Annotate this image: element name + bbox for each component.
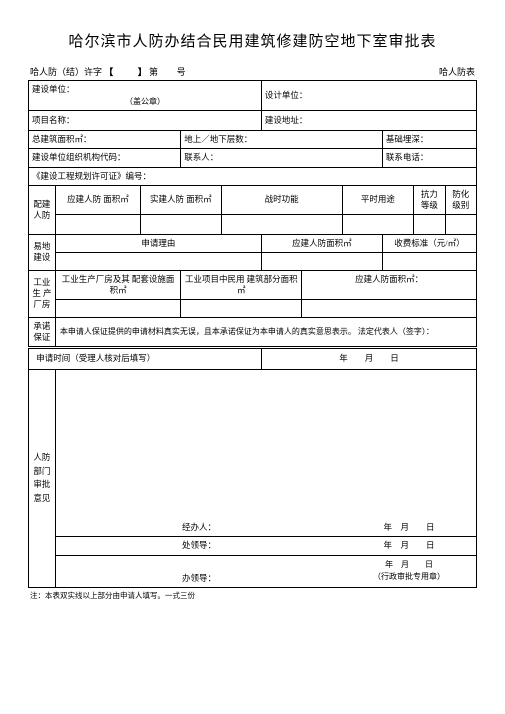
permit-bracket-l: 【 <box>104 67 113 77</box>
permit-mid: 第 <box>149 67 158 77</box>
input-yd-fee-std[interactable] <box>382 252 476 270</box>
cell-apply-time-label: 申请时间（受理人核对后填写） <box>29 347 262 369</box>
form-title: 哈尔滨市人防办结合民用建筑修建防空地下室审批表 <box>28 30 477 51</box>
cell-apply-time-date[interactable]: 年 月 日 <box>261 347 476 369</box>
off-leader-date: 年 月 日 <box>385 560 433 569</box>
cell-dept-opinion-body[interactable] <box>55 369 476 519</box>
apply-time-label: 申请时间（受理人核对后填写） <box>36 353 155 363</box>
row-label-industrial: 工业生 产厂房 <box>29 270 56 317</box>
cell-planning-permit-no[interactable]: 《建设工程规划许可证》编号： <box>29 167 477 185</box>
cell-pf-resist: 抗力 等级 <box>414 185 445 214</box>
cell-handler-date[interactable]: 年 月 日 <box>342 519 476 537</box>
cell-construction-unit[interactable]: 建设单位： （盖公章） <box>29 81 262 111</box>
input-pf-chem[interactable] <box>445 214 476 234</box>
input-yd-should-area[interactable] <box>261 252 382 270</box>
label-contact-person: 联系人： <box>184 152 218 162</box>
cell-off-leader[interactable]: 办领导： <box>55 555 342 587</box>
input-yd-reason[interactable] <box>55 252 261 270</box>
cell-gy-civil-area: 工业项目中民用 建筑部分面积㎡ <box>181 270 302 299</box>
cell-org-code[interactable]: 建设单位组织机构代码： <box>29 149 181 167</box>
label-handler: 经办人： <box>182 522 216 532</box>
cell-div-leader-date[interactable]: 年 月 日 <box>342 537 476 555</box>
row-label-commitment: 承诺保证 <box>29 317 56 347</box>
label-floors: 地上／地下层数： <box>184 134 252 144</box>
cell-pf-peacetime: 平时用途 <box>342 185 414 214</box>
row-label-dept-opinion: 人防部门审批意见 <box>29 369 56 587</box>
input-pf-should-area[interactable] <box>55 214 140 234</box>
cell-foundation-depth[interactable]: 基础埋深： <box>382 131 476 149</box>
cell-yd-should-area: 应建人防面积㎡ <box>261 234 382 252</box>
cell-pf-wartime: 战时功能 <box>221 185 342 214</box>
cell-handler[interactable]: 经办人： <box>55 519 342 537</box>
cell-pf-chem: 防化 级别 <box>445 185 476 214</box>
label-construction-address: 建设地址： <box>265 115 308 125</box>
label-org-code: 建设单位组织机构代码： <box>32 152 126 162</box>
row-label-yidi: 易地 建设 <box>29 234 56 270</box>
label-construction-unit: 建设单位： <box>32 84 75 94</box>
input-gy-civil-area[interactable] <box>181 299 302 317</box>
input-pf-wartime[interactable] <box>221 214 342 234</box>
label-planning-permit-no: 《建设工程规划许可证》编号： <box>32 171 151 181</box>
cell-contact-phone[interactable]: 联系电话： <box>382 149 476 167</box>
admin-stamp-note: （行政审批专用章） <box>373 572 445 581</box>
cell-commitment-text[interactable]: 本申请人保证提供的申请材料真实无误，且本承诺保证为本申请人的真实意思表示。 法定… <box>55 317 476 347</box>
label-foundation-depth: 基础埋深： <box>386 134 429 144</box>
cell-design-unit[interactable]: 设计单位： <box>261 81 476 111</box>
input-pf-peacetime[interactable] <box>342 214 414 234</box>
permit-bracket-r: 】 <box>138 67 147 77</box>
input-gy-factory-area[interactable] <box>55 299 180 317</box>
cell-floors[interactable]: 地上／地下层数： <box>181 131 383 149</box>
input-pf-actual-area[interactable] <box>140 214 221 234</box>
cell-gy-should-area: 应建人防面积㎡： <box>302 270 477 299</box>
cell-construction-address[interactable]: 建设地址： <box>261 111 476 131</box>
cell-div-leader[interactable]: 处领导： <box>55 537 342 555</box>
label-total-area: 总建筑面积㎡： <box>32 134 92 144</box>
row-label-peijian: 配建 人防 <box>29 185 56 234</box>
seal-note: （盖公章） <box>32 97 258 107</box>
cell-project-name[interactable]: 项目名称： <box>29 111 262 131</box>
permit-suffix: 号 <box>177 67 186 77</box>
permit-number-line: 哈人防（结）许字 【 】 第 号 <box>30 65 186 78</box>
cell-off-leader-date[interactable]: 年 月 日 （行政审批专用章） <box>342 555 476 587</box>
cell-contact-person[interactable]: 联系人： <box>181 149 383 167</box>
cell-pf-actual-area: 实建人防 面积㎡ <box>140 185 221 214</box>
cell-yd-fee-std: 收费标准（元/㎡） <box>382 234 476 252</box>
apply-time-date: 年 月 日 <box>339 353 399 363</box>
form-subheader: 哈人防（结）许字 【 】 第 号 哈人防表 <box>28 65 477 78</box>
cell-pf-should-area: 应建人防 面积㎡ <box>55 185 140 214</box>
div-leader-date: 年 月 日 <box>384 540 435 550</box>
cell-yd-reason: 申请理由 <box>55 234 261 252</box>
input-gy-should-area[interactable] <box>302 299 477 317</box>
commitment-text: 本申请人保证提供的申请材料真实无误，且本承诺保证为本申请人的真实意思表示。 法定… <box>60 327 434 336</box>
label-div-leader: 处领导： <box>182 540 216 550</box>
footnote: 注：本表双实线以上部分由申请人填写。一式三份 <box>28 590 477 601</box>
label-contact-phone: 联系电话： <box>386 152 429 162</box>
permit-prefix: 哈人防（结）许字 <box>30 67 102 77</box>
handler-date: 年 月 日 <box>384 522 435 532</box>
label-project-name: 项目名称： <box>32 115 75 125</box>
cell-total-area[interactable]: 总建筑面积㎡： <box>29 131 181 149</box>
form-code: 哈人防表 <box>439 65 475 78</box>
label-off-leader: 办领导： <box>182 573 216 583</box>
input-pf-resist[interactable] <box>414 214 445 234</box>
approval-form-table: 建设单位： （盖公章） 设计单位： 项目名称： 建设地址： 总建筑面积㎡： 地上… <box>28 80 477 588</box>
label-design-unit: 设计单位： <box>265 90 308 100</box>
cell-gy-factory-area: 工业生产厂房及其 配套设施面积㎡ <box>55 270 180 299</box>
